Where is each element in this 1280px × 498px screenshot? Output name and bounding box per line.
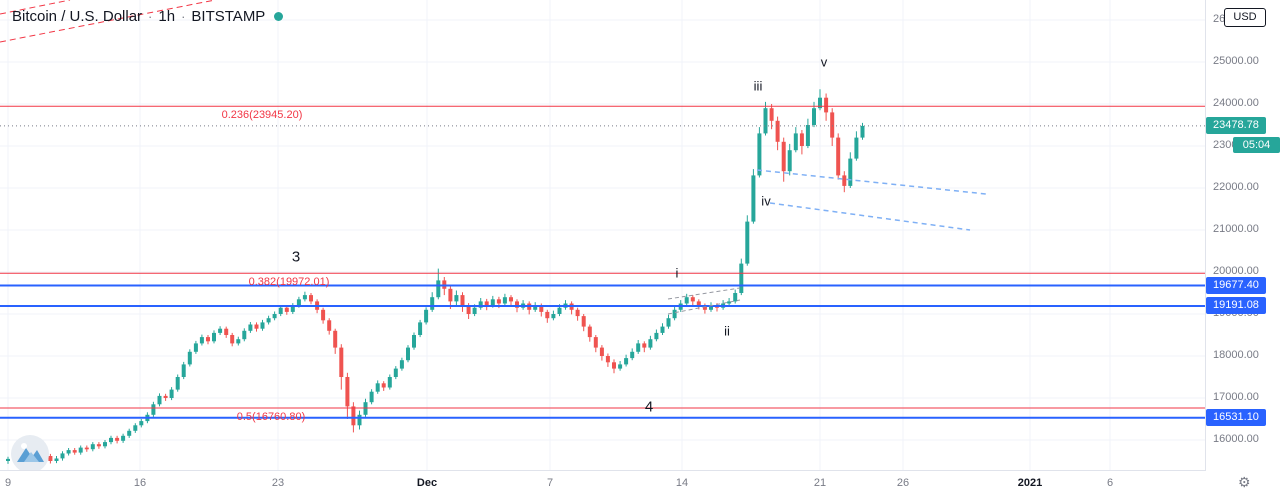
price-axis-label: 20000.00 [1213,264,1259,277]
time-axis-label: 21 [813,477,827,489]
time-axis-label: 26 [896,477,910,489]
mountain-logo-icon [11,435,49,470]
price-axis-label: 21000.00 [1213,222,1259,235]
exchange-label[interactable]: BITSTAMP [191,8,266,25]
separator: · [181,9,186,24]
price-axis[interactable]: 26000.0025000.0024000.0023000.0022000.00… [1206,0,1280,470]
price-axis-label: 17000.00 [1213,390,1259,403]
level-price-tag: 19677.40 [1206,277,1266,295]
time-axis[interactable]: 9 16 23 Dec 7 14 21 26 2021 6 [0,471,1205,498]
time-axis-label: 6 [1106,477,1114,489]
price-axis-label: 25000.00 [1213,54,1259,67]
bar-countdown-tag: 05:04 [1233,136,1280,153]
symbol-header: Bitcoin / U.S. Dollar · 1h · BITSTAMP [12,8,284,25]
candlestick-plot [0,0,1205,470]
time-axis-label: 23 [271,477,285,489]
watermark-mountain-logo [11,435,49,470]
price-axis-label: 16000.00 [1213,432,1259,445]
level-price-tag: 19191.08 [1206,297,1266,315]
axis-corner: ⚙ [1206,471,1280,498]
time-axis-label: 16 [133,477,147,489]
current-price-tag: 23478.78 [1206,117,1266,135]
chart-canvas[interactable]: 0.236(23945.20) 0.382(19972.01) 0.5(16760.… [0,0,1206,471]
time-axis-label: Dec [416,477,438,489]
price-axis-label: 18000.00 [1213,348,1259,361]
time-axis-label: 9 [4,477,12,489]
time-axis-label: 7 [546,477,554,489]
level-price-tag: 16531.10 [1206,409,1266,427]
price-axis-label: 24000.00 [1213,96,1259,109]
separator: · [148,9,153,24]
price-axis-label: 22000.00 [1213,180,1259,193]
settings-gear-icon[interactable]: ⚙ [1238,474,1251,490]
symbol-title[interactable]: Bitcoin / U.S. Dollar [12,8,143,25]
time-axis-label: 2021 [1017,477,1043,489]
interval-label[interactable]: 1h [158,8,176,25]
time-axis-label: 14 [675,477,689,489]
currency-toggle[interactable]: USD [1224,8,1266,27]
market-status-dot-icon [274,12,284,21]
